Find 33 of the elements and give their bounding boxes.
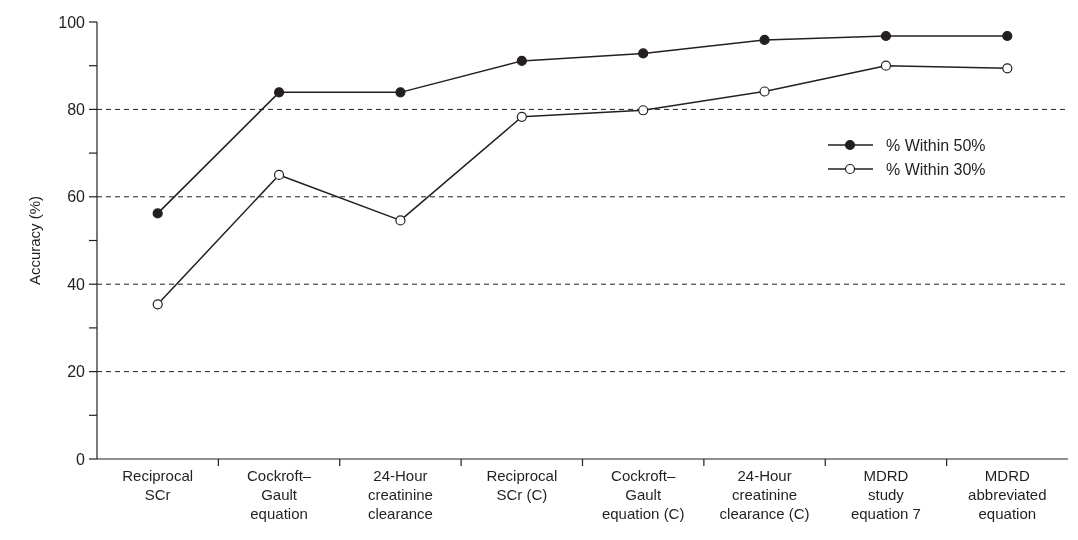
- point: [152, 208, 163, 219]
- point: [516, 55, 527, 66]
- point: [880, 60, 892, 71]
- point: [516, 111, 527, 122]
- x-tick-label: Cockroft– Gault equation: [246, 467, 312, 522]
- point: [759, 86, 770, 97]
- y-axis-title: Accuracy (%): [26, 195, 43, 286]
- point: [152, 299, 163, 310]
- point: [395, 87, 406, 98]
- y-tick-label: 60: [67, 188, 86, 206]
- y-tick-label: 80: [67, 101, 86, 118]
- point: [880, 30, 892, 42]
- point: [759, 34, 770, 46]
- y-tick-label: 0: [76, 450, 86, 468]
- point: [1002, 30, 1013, 42]
- point: [273, 87, 285, 98]
- x-tick-label: Cockroft– Gault equation (C): [601, 467, 685, 522]
- y-tick-label: 40: [67, 275, 86, 293]
- legend-label: % Within 50%: [886, 136, 986, 154]
- x-tick-label: 24-Hour creatinine clearance (C): [719, 467, 810, 522]
- x-tick-label: MDRD abbreviated equation: [968, 467, 1047, 522]
- x-tick-label: Reciprocal SCr: [122, 467, 194, 503]
- legend-label: % Within 30%: [886, 160, 986, 178]
- point: [273, 169, 285, 181]
- y-tick-label: 100: [58, 13, 86, 31]
- y-tick-label: 20: [67, 363, 86, 381]
- x-tick-label: MDRD study equation 7: [850, 467, 921, 522]
- point: [395, 215, 406, 226]
- point: [1002, 63, 1013, 74]
- x-tick-label: Reciprocal SCr (C): [486, 467, 558, 503]
- x-tick-label: 24-Hour creatinine clearance: [367, 467, 433, 522]
- point: [638, 48, 649, 59]
- point: [638, 105, 649, 116]
